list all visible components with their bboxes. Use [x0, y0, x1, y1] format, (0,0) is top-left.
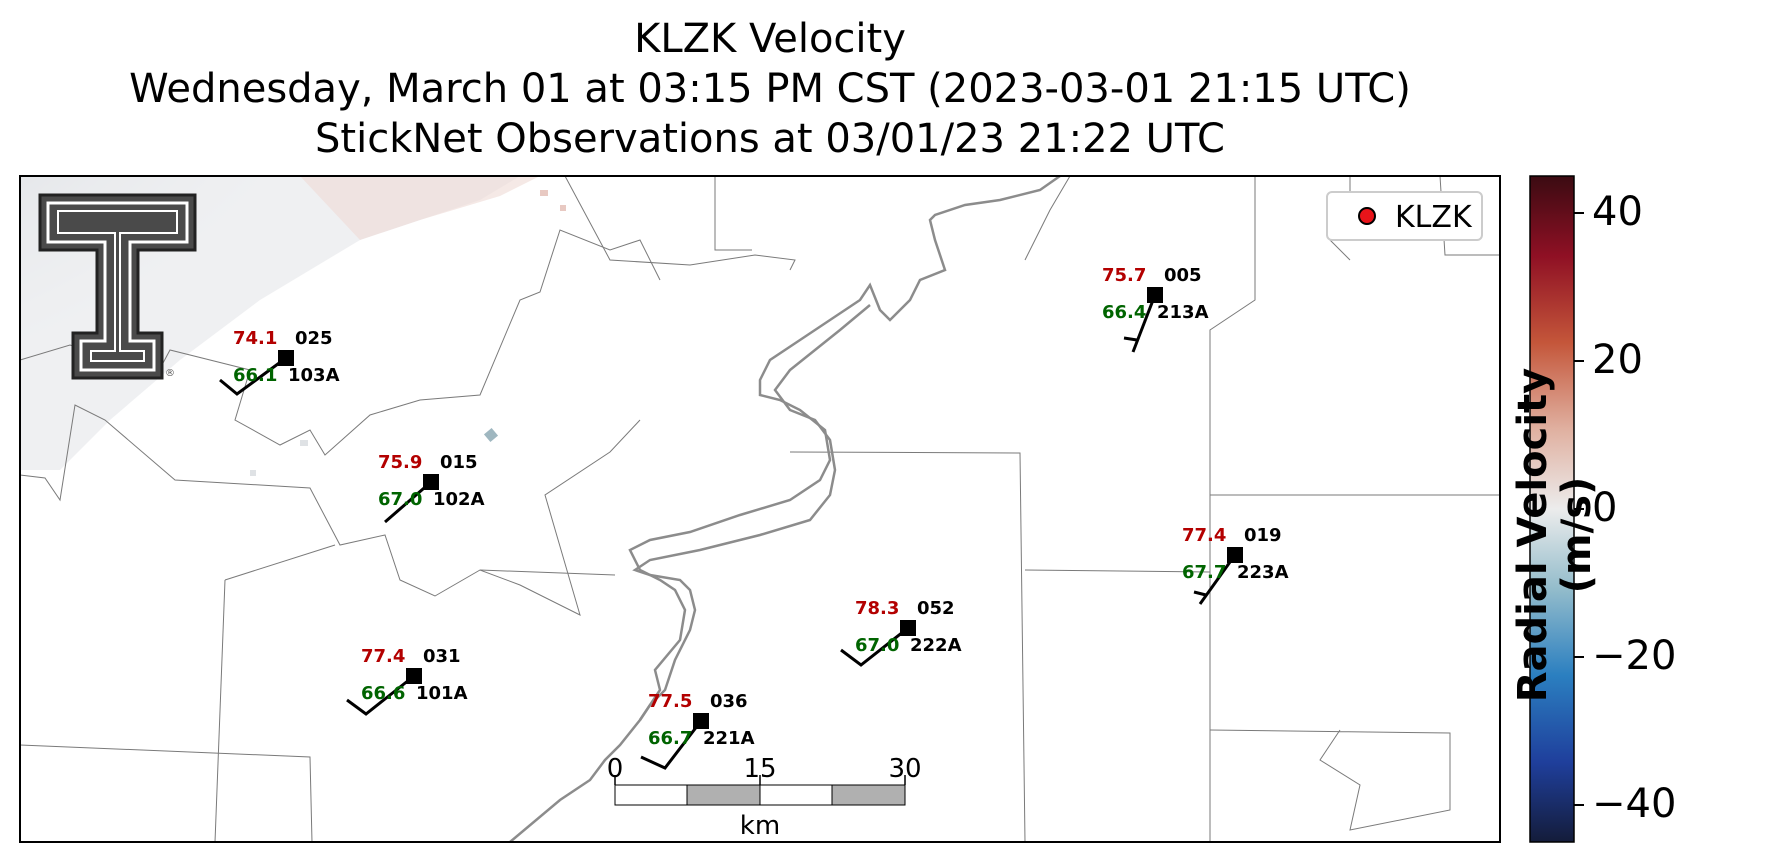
scale-tick-0: 0: [607, 754, 624, 784]
station-id: 101A: [416, 683, 468, 704]
station-wind-direction: 025: [295, 328, 333, 349]
station-wind-direction: 031: [423, 646, 461, 667]
station-dewpoint: 66.6: [361, 683, 405, 704]
wind-barb: [840, 626, 909, 667]
map-title: KLZK Velocity: [634, 16, 906, 62]
station-marker: [1227, 547, 1243, 563]
station-id: 222A: [910, 635, 962, 656]
wind-barb-tick: [1123, 336, 1138, 342]
map-subtitle-time: Wednesday, March 01 at 03:15 PM CST (202…: [129, 66, 1411, 112]
legend-marker-icon: [1358, 207, 1376, 225]
station-dewpoint: 67.7: [1182, 562, 1226, 583]
station-marker: [693, 713, 709, 729]
station-plot: 77.4 031 66.6 101A: [346, 646, 468, 716]
legend: KLZK: [1326, 191, 1483, 241]
station-marker: [1147, 287, 1163, 303]
station-wind-direction: 015: [440, 452, 478, 473]
station-id: 213A: [1157, 302, 1209, 323]
colorbar-label: Radial Velocity (m/s): [1510, 367, 1600, 703]
station-temperature: 75.7: [1102, 265, 1146, 286]
station-plot: 77.4 019 67.7 223A: [1182, 525, 1289, 605]
map-subtitle-observations: StickNet Observations at 03/01/23 21:22 …: [315, 116, 1225, 162]
station-temperature: 77.5: [648, 691, 692, 712]
station-plot: 74.1 025 66.1 103A: [219, 328, 340, 396]
station-temperature: 78.3: [855, 598, 899, 619]
colorbar-tick-label: 40: [1592, 189, 1643, 235]
station-wind-direction: 052: [917, 598, 955, 619]
station-marker: [278, 350, 294, 366]
county-borders: [20, 176, 1500, 842]
station-temperature: 75.9: [378, 452, 422, 473]
station-plot: 75.7 005 66.4 213A: [1102, 265, 1209, 353]
scale-tick-30: 30: [888, 754, 921, 784]
station-marker: [406, 668, 422, 684]
colorbar: [1529, 175, 1584, 843]
station-dewpoint: 66.4: [1102, 302, 1146, 323]
station-id: 102A: [433, 489, 485, 510]
station-plot: 75.9 015 67.0 102A: [378, 452, 485, 524]
svg-text:®: ®: [165, 368, 175, 379]
scale-bar: 0 15 30 km: [607, 754, 922, 841]
colorbar-tick-label: −40: [1592, 781, 1677, 827]
river: [509, 176, 1061, 842]
station-plots: 74.1 025 66.1 103A 75.9 015 67.0 102A 77.4 031 66.…: [219, 265, 1289, 770]
colorbar-tick-label: 20: [1592, 337, 1643, 383]
station-dewpoint: 66.1: [233, 365, 277, 386]
map-area: [20, 176, 1500, 842]
station-wind-direction: 005: [1164, 265, 1202, 286]
scale-unit: km: [740, 811, 780, 841]
station-wind-direction: 036: [710, 691, 748, 712]
wind-barb: [346, 674, 415, 716]
wind-barb: [219, 356, 287, 396]
wind-barb: [640, 720, 703, 770]
station-id: 221A: [703, 728, 755, 749]
colorbar-tick-label: 0: [1592, 485, 1618, 531]
wind-barb-tick: [1193, 590, 1207, 597]
station-dewpoint: 66.7: [648, 728, 692, 749]
station-temperature: 77.4: [361, 646, 405, 667]
station-plot: 78.3 052 67.0 222A: [840, 598, 962, 667]
station-marker: [900, 620, 916, 636]
station-plot: 77.5 036 66.7 221A: [640, 691, 755, 770]
wind-barb: [1198, 554, 1237, 605]
station-dewpoint: 67.0: [855, 635, 899, 656]
legend-label: KLZK: [1395, 200, 1473, 235]
texas-tech-t-logo: ®: [38, 193, 197, 380]
station-temperature: 77.4: [1182, 525, 1226, 546]
station-id: 223A: [1237, 562, 1289, 583]
wind-barb: [1131, 294, 1157, 353]
station-marker: [423, 474, 439, 490]
station-temperature: 74.1: [233, 328, 277, 349]
station-dewpoint: 67.0: [378, 489, 422, 510]
map-frame: [19, 175, 1501, 843]
scale-tick-15: 15: [743, 754, 776, 784]
station-id: 103A: [288, 365, 340, 386]
colorbar-tick-label: −20: [1592, 633, 1677, 679]
station-wind-direction: 019: [1244, 525, 1282, 546]
